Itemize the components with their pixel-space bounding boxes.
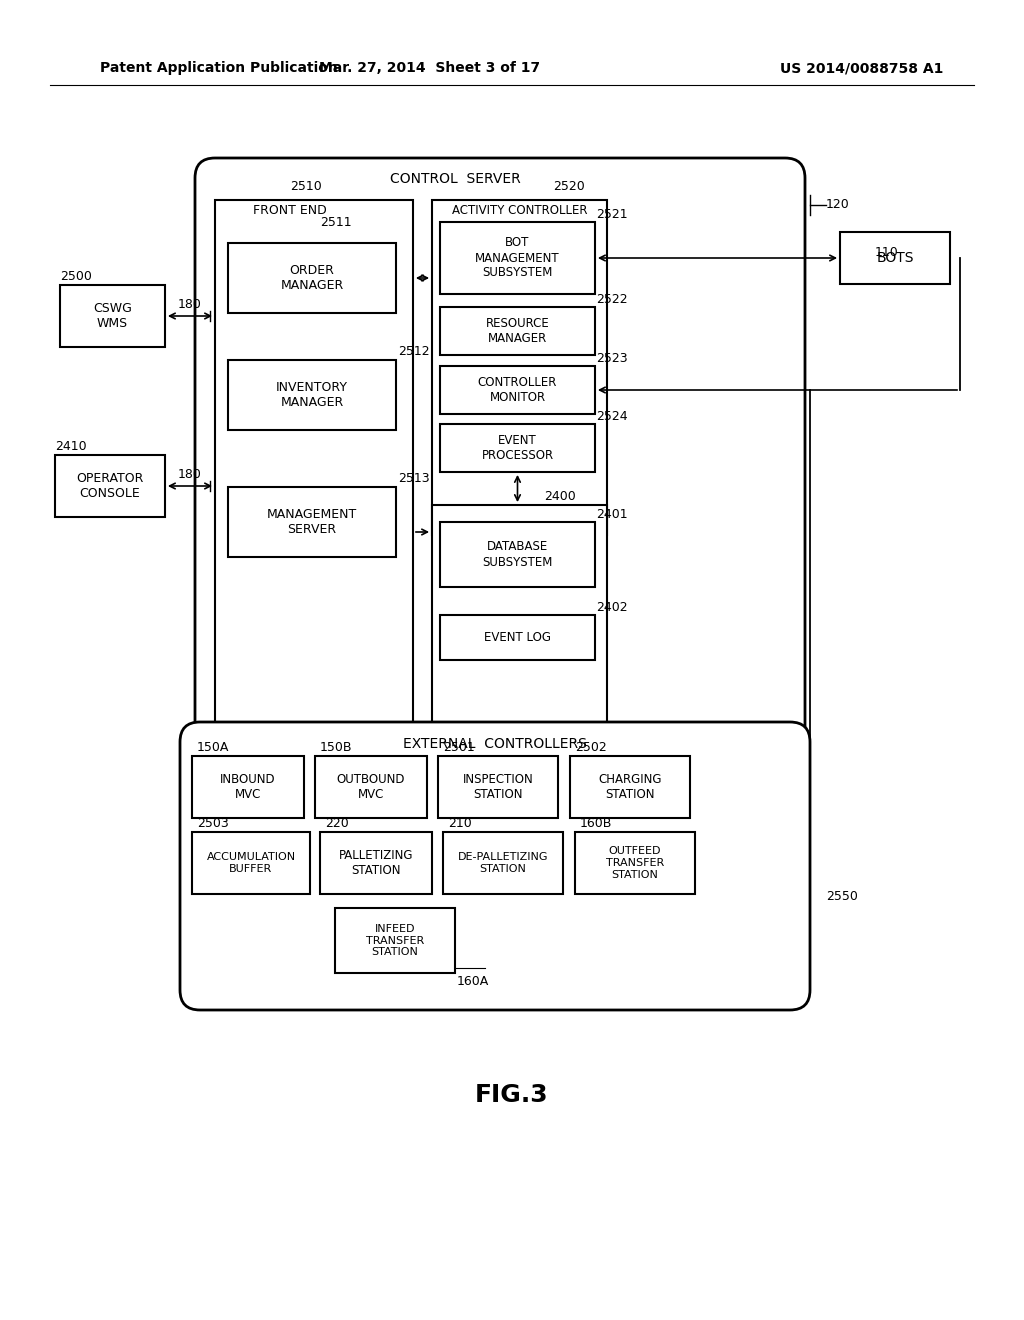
Text: CONTROLLER
MONITOR: CONTROLLER MONITOR [478,376,557,404]
Text: INVENTORY
MANAGER: INVENTORY MANAGER [276,381,348,409]
Bar [193,756,304,818]
Bar [440,521,595,587]
Text: 2410: 2410 [55,440,87,453]
Bar [60,285,165,347]
Bar [228,487,396,557]
Bar [432,506,607,752]
Text: 2402: 2402 [596,601,628,614]
Text: US 2014/0088758 A1: US 2014/0088758 A1 [780,61,943,75]
Text: 2520: 2520 [553,180,585,193]
Text: OPERATOR
CONSOLE: OPERATOR CONSOLE [77,473,143,500]
Text: CSWG
WMS: CSWG WMS [93,302,132,330]
Text: 150B: 150B [319,741,352,754]
Text: INSPECTION
STATION: INSPECTION STATION [463,774,534,801]
Bar [432,201,607,535]
Text: 220: 220 [325,817,349,830]
Text: Patent Application Publication: Patent Application Publication [100,61,338,75]
FancyBboxPatch shape [180,722,810,1010]
Text: 2401: 2401 [596,508,628,521]
Text: 150A: 150A [197,741,229,754]
Text: FIG.3: FIG.3 [475,1082,549,1107]
Bar [55,455,165,517]
Text: ACTIVITY CONTROLLER: ACTIVITY CONTROLLER [452,205,587,216]
Bar [335,908,455,973]
Text: 210: 210 [449,817,472,830]
Text: EVENT LOG: EVENT LOG [484,631,551,644]
Bar [440,308,595,355]
Text: CHARGING
STATION: CHARGING STATION [598,774,662,801]
FancyBboxPatch shape [195,158,805,763]
Text: 2511: 2511 [319,216,351,228]
Text: CONTROL  SERVER: CONTROL SERVER [389,172,520,186]
Text: MANAGEMENT
SERVER: MANAGEMENT SERVER [267,508,357,536]
Text: ORDER
MANAGER: ORDER MANAGER [281,264,344,292]
Bar [575,832,695,894]
Text: ACCUMULATION
BUFFER: ACCUMULATION BUFFER [207,853,296,874]
Text: 2521: 2521 [596,209,628,220]
Bar [193,832,310,894]
Bar [440,615,595,660]
Text: EVENT
PROCESSOR: EVENT PROCESSOR [481,434,554,462]
Bar [319,832,432,894]
Text: 110: 110 [874,247,899,260]
Text: 2510: 2510 [290,180,322,193]
Text: OUTFEED
TRANSFER
STATION: OUTFEED TRANSFER STATION [606,846,665,879]
Text: 2550: 2550 [826,890,858,903]
Bar [440,424,595,473]
Bar [315,756,427,818]
Text: 180: 180 [178,297,202,310]
Text: PALLETIZING
STATION: PALLETIZING STATION [339,849,414,876]
Bar [440,222,595,294]
Bar [228,360,396,430]
Text: 2503: 2503 [197,817,228,830]
Text: RESOURCE
MANAGER: RESOURCE MANAGER [485,317,549,345]
Bar [215,201,413,748]
Text: BOT
MANAGEMENT
SUBSYSTEM: BOT MANAGEMENT SUBSYSTEM [475,236,560,280]
Text: 160B: 160B [580,817,612,830]
Text: BOTS: BOTS [877,251,913,265]
Text: 2524: 2524 [596,411,628,422]
Text: EXTERNAL  CONTROLLERS: EXTERNAL CONTROLLERS [403,737,587,751]
Text: 2522: 2522 [596,293,628,306]
Text: 2512: 2512 [398,345,430,358]
Text: DE-PALLETIZING
STATION: DE-PALLETIZING STATION [458,853,548,874]
Text: 120: 120 [826,198,850,211]
Bar [438,756,558,818]
Text: Mar. 27, 2014  Sheet 3 of 17: Mar. 27, 2014 Sheet 3 of 17 [319,61,541,75]
Bar [570,756,690,818]
Bar [440,366,595,414]
Text: INFEED
TRANSFER
STATION: INFEED TRANSFER STATION [366,924,424,957]
Text: 2500: 2500 [60,271,92,282]
Bar [840,232,950,284]
Text: DATABASE
SUBSYSTEM: DATABASE SUBSYSTEM [482,540,553,569]
Text: FRONT END: FRONT END [253,205,327,216]
Text: 2501: 2501 [443,741,475,754]
Text: 2502: 2502 [575,741,607,754]
Text: INBOUND
MVC: INBOUND MVC [220,774,275,801]
Text: 160A: 160A [457,975,489,987]
Bar [443,832,563,894]
Bar [228,243,396,313]
Text: 2523: 2523 [596,352,628,366]
Text: 2513: 2513 [398,473,430,484]
Text: 180: 180 [178,467,202,480]
Text: 2400: 2400 [545,490,577,503]
Text: OUTBOUND
MVC: OUTBOUND MVC [337,774,406,801]
